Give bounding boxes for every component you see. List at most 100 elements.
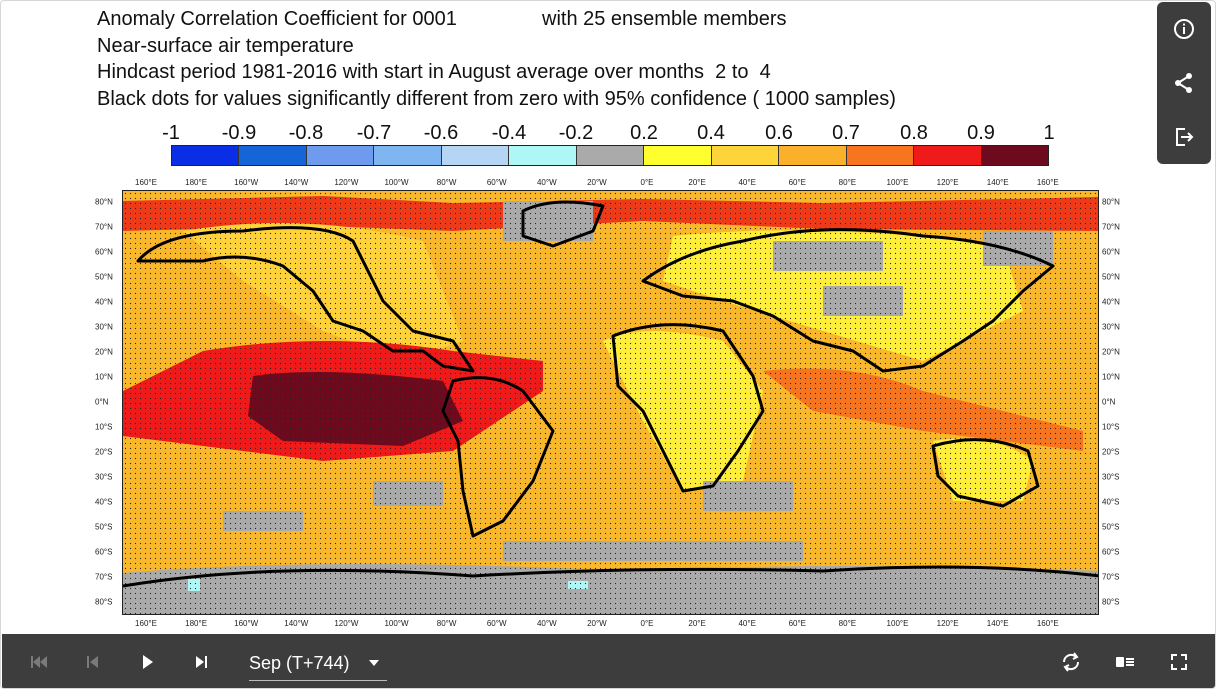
longitude-label: 140°W — [284, 178, 309, 187]
colorbar-label: 0.2 — [630, 122, 658, 144]
latitude-label: 60°S — [1102, 547, 1120, 557]
longitude-label: 120°E — [936, 178, 959, 187]
latitude-label: 80°N — [1102, 197, 1120, 207]
latitude-label: 70°N — [1102, 222, 1120, 232]
latitude-label: 30°S — [1102, 472, 1120, 482]
longitude-label: 160°E — [135, 619, 157, 628]
latitude-label: 40°N — [95, 297, 113, 307]
chevron-down-icon — [369, 660, 379, 666]
latitude-label: 20°N — [1102, 347, 1120, 357]
colorbar-label: 1 — [1043, 122, 1055, 144]
step-back-button[interactable] — [77, 646, 109, 678]
longitude-label: 60°W — [486, 178, 507, 187]
latitude-label: 10°S — [1102, 422, 1120, 432]
longitude-label: 120°W — [334, 619, 359, 628]
step-back-icon — [87, 656, 98, 668]
longitude-label: 100°E — [886, 619, 909, 628]
longitude-label: 60°E — [788, 619, 807, 628]
longitude-label: 140°E — [986, 619, 1009, 628]
colorbar-segment — [779, 146, 847, 165]
latitude-label: 70°S — [1102, 572, 1120, 582]
share-button[interactable] — [1164, 63, 1204, 103]
coast-antarctica — [123, 565, 1098, 588]
longitude-label: 160°W — [234, 178, 259, 187]
coast-australia — [931, 438, 1040, 508]
coast-south-america — [441, 376, 555, 538]
longitude-label: 160°E — [1036, 619, 1059, 628]
colorbar-label: 0.8 — [900, 122, 928, 144]
colorbar-segment — [981, 146, 1049, 165]
latitude-label: 80°N — [95, 197, 113, 207]
longitude-label: 40°W — [536, 619, 557, 628]
latitude-label: 60°N — [1102, 247, 1120, 257]
latitude-label: 10°N — [95, 372, 113, 382]
longitude-label: 120°W — [334, 178, 359, 187]
latitude-label: 40°S — [1102, 497, 1120, 507]
time-step-select[interactable]: Sep (T+744) — [249, 646, 387, 681]
colorbar-label: -0.9 — [221, 122, 257, 144]
longitude-label: 100°W — [384, 178, 409, 187]
colorbar-segment — [846, 146, 915, 165]
player-bar: Sep (T+744) — [2, 634, 1215, 688]
colorbar-segment — [644, 146, 712, 165]
colorbar-segment — [374, 146, 442, 165]
export-icon — [1176, 128, 1194, 146]
colorbar-label: 0.7 — [832, 122, 860, 144]
latitude-label: 20°S — [95, 447, 113, 457]
colorbar-segment — [576, 146, 645, 165]
info-button[interactable] — [1164, 9, 1204, 49]
colorbar-segment — [172, 146, 240, 165]
play-icon — [143, 655, 153, 669]
coast-north-america — [136, 226, 475, 373]
longitude-label: 160°E — [135, 178, 157, 187]
legend-toggle-button[interactable] — [1109, 646, 1141, 678]
longitude-label: 20°W — [587, 178, 607, 187]
info-icon — [1174, 19, 1194, 39]
longitude-label: 20°W — [587, 619, 607, 628]
latitude-label: 50°N — [1102, 272, 1120, 282]
skip-first-icon — [31, 656, 47, 668]
step-forward-button[interactable] — [185, 646, 217, 678]
loop-button[interactable] — [1055, 646, 1087, 678]
fullscreen-button[interactable] — [1163, 646, 1195, 678]
longitude-label: 60°E — [788, 178, 807, 187]
latitude-label: 50°N — [95, 272, 113, 282]
title-line-3: Hindcast period 1981-2016 with start in … — [97, 61, 771, 83]
latitude-label: 10°S — [95, 422, 113, 432]
latitude-label: 20°N — [95, 347, 113, 357]
latitude-label: 30°S — [95, 472, 113, 482]
longitude-label: 120°E — [936, 619, 959, 628]
colorbar-label: 0.6 — [765, 122, 793, 144]
fullscreen-icon — [1171, 654, 1187, 670]
colorbar-label: -0.7 — [356, 122, 392, 144]
coast-africa — [611, 323, 765, 493]
longitude-label: 180°E — [185, 178, 208, 187]
play-button[interactable] — [131, 646, 163, 678]
colorbar-segment — [306, 146, 375, 165]
coastlines — [123, 200, 1098, 588]
colorbar-segment — [509, 146, 577, 165]
longitude-label: 80°W — [436, 619, 457, 628]
colorbar-label: -0.8 — [288, 122, 324, 144]
share-icon — [1175, 73, 1192, 93]
latitude-label: 80°S — [1102, 597, 1120, 607]
colorbar-label: -0.4 — [491, 122, 527, 144]
latitude-label: 20°S — [1102, 447, 1120, 457]
latitude-label: 40°N — [1102, 297, 1120, 307]
latitude-label: 10°N — [1102, 372, 1120, 382]
skip-first-button[interactable] — [23, 646, 55, 678]
acc-map — [123, 191, 1098, 614]
export-button[interactable] — [1164, 117, 1204, 157]
map-panel[interactable] — [122, 190, 1099, 615]
latitude-label: 30°N — [95, 322, 113, 332]
longitude-label: 80°W — [436, 178, 457, 187]
step-forward-icon — [196, 656, 207, 668]
colorbar-label: 0.9 — [967, 122, 995, 144]
longitude-label: 100°W — [384, 619, 409, 628]
longitude-label: 100°E — [886, 178, 909, 187]
longitude-label: 80°E — [838, 178, 857, 187]
longitude-label: 0°E — [640, 178, 654, 187]
title-line-1a: Anomaly Correlation Coefficient for 0001 — [97, 8, 457, 30]
latitude-label: 60°N — [95, 247, 113, 257]
